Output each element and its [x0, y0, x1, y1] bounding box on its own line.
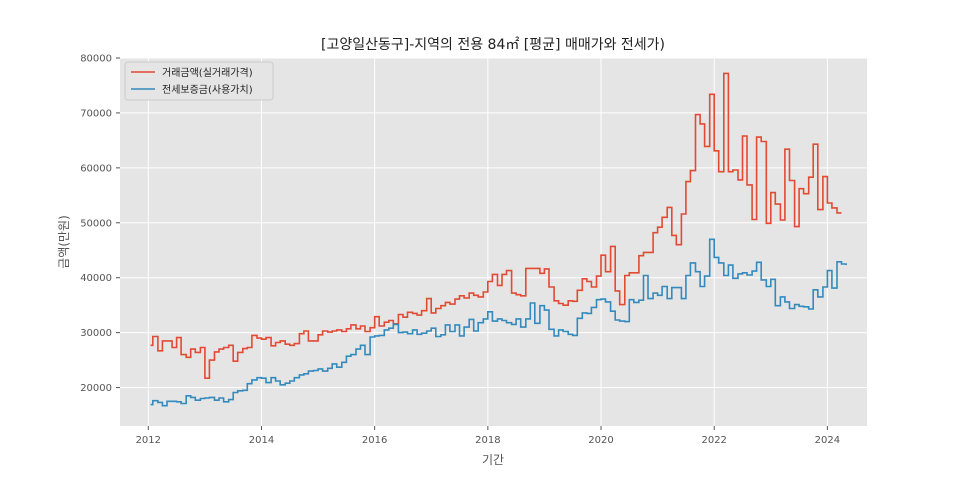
- x-tick-label: 2014: [249, 435, 274, 446]
- legend: 거래금액(실거래가격) 전세보증금(사용가치): [124, 61, 274, 101]
- x-tick-label: 2020: [588, 435, 613, 446]
- legend-label-sales: 거래금액(실거래가격): [162, 66, 253, 79]
- series-sales-price-line: [150, 72, 842, 379]
- x-axis-label: 기간: [482, 453, 504, 467]
- y-tick-label: 50000: [80, 218, 112, 229]
- x-tick-label: 2018: [475, 435, 500, 446]
- chart-title: [고양일산동구]-지역의 전용 84㎡ [평균] 매매가와 전세가): [321, 37, 665, 53]
- plot-area: [120, 58, 867, 426]
- y-tick-label: 40000: [80, 273, 112, 284]
- y-tick-label: 80000: [80, 54, 112, 65]
- x-tick-label: 2024: [815, 435, 840, 446]
- y-tick-label: 60000: [80, 163, 112, 174]
- y-tick-label: 20000: [80, 383, 112, 394]
- legend-label-jeonse: 전세보증금(사용가치): [162, 84, 253, 96]
- y-tick-label: 30000: [80, 328, 112, 339]
- series-layer: [150, 72, 847, 407]
- x-tick-label: 2022: [701, 435, 726, 446]
- series-jeonse-deposit-line: [150, 238, 847, 407]
- legend-box: [124, 61, 274, 101]
- x-tick-label: 2012: [136, 435, 161, 446]
- y-tick-label: 70000: [80, 108, 112, 119]
- x-tick-label: 2016: [362, 435, 387, 446]
- axis-ticks: 2012 2014 2016 2018 2020 2022 2024 20000 30000 40…: [80, 54, 840, 447]
- y-axis-label: 금액(만원): [57, 215, 71, 269]
